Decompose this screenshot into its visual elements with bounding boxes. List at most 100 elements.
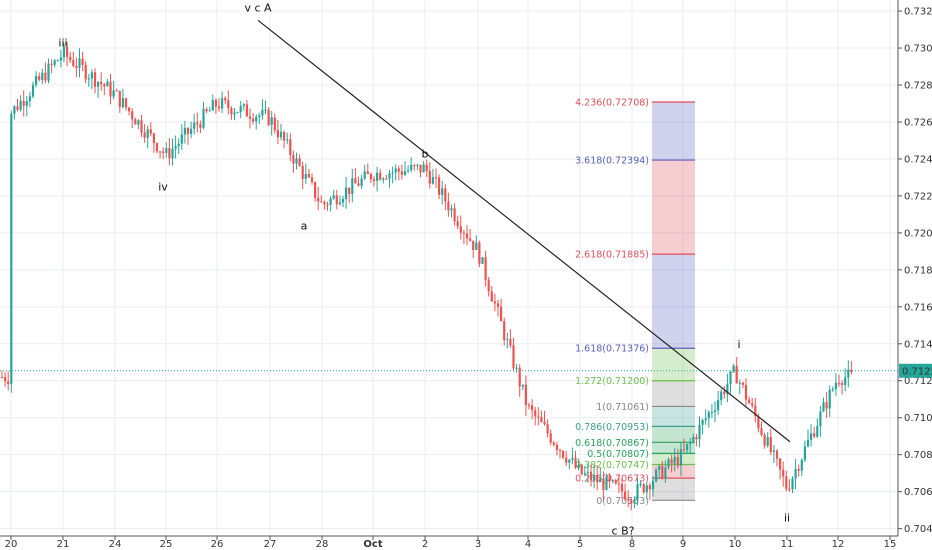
y-tick-label: 0.72600 (904, 117, 932, 128)
candle-body (112, 90, 115, 97)
candle-body (695, 437, 698, 440)
candle-body (97, 82, 100, 87)
candle-body (676, 456, 679, 466)
candle-body (754, 405, 757, 417)
candle-body (376, 172, 379, 182)
candle-body (186, 127, 190, 134)
wave-label: i (737, 338, 740, 351)
candle-body (41, 72, 44, 80)
candle-body (751, 403, 754, 406)
candle-body (741, 382, 744, 385)
candle-body (543, 422, 546, 425)
candle-body (648, 485, 651, 490)
candle-body (729, 371, 732, 385)
fib-level-label: 0.236(0.70673) (575, 474, 649, 485)
candle-body (369, 173, 372, 180)
fib-zone (652, 478, 695, 501)
candle-body (159, 151, 162, 153)
candle-body (794, 469, 797, 479)
candle-body (304, 173, 307, 179)
candle-body (803, 446, 806, 460)
candle-body (205, 109, 208, 112)
candle-body (62, 46, 66, 58)
candle-body (651, 480, 655, 490)
candle-body (620, 484, 624, 492)
candle-body (236, 112, 239, 114)
candle-body (180, 134, 183, 144)
candle-body (636, 484, 639, 500)
candle-body (850, 369, 853, 372)
candle-body (155, 143, 159, 152)
candle-body (31, 84, 35, 97)
candle-body (323, 202, 326, 205)
candle-body (50, 63, 53, 65)
candle-body (227, 100, 230, 109)
candle-body (775, 450, 779, 459)
candle-body (534, 410, 537, 417)
candle-body (583, 472, 586, 475)
candle-body (152, 133, 155, 144)
candle-body (124, 98, 128, 108)
candle-body (270, 117, 273, 125)
candle-body (267, 109, 270, 125)
fib-zone (652, 406, 695, 427)
candle-body (692, 437, 695, 442)
candle-body (397, 168, 400, 172)
candle-body (310, 177, 314, 182)
x-tick-label: 10 (729, 539, 742, 550)
candle-body (66, 46, 69, 57)
candle-body (314, 181, 317, 198)
candle-body (410, 165, 413, 171)
candle-body (295, 158, 298, 164)
candle-body (524, 384, 527, 405)
candle-body (341, 199, 345, 203)
x-tick-label: 15 (884, 539, 897, 550)
fib-zone (652, 380, 695, 407)
candle-body (317, 197, 320, 202)
candle-body (670, 459, 673, 464)
candle-body (679, 449, 682, 466)
candle-body (562, 450, 565, 458)
candle-body (422, 164, 425, 173)
candle-body (202, 109, 205, 128)
fib-zone (652, 453, 695, 465)
candle-body (847, 369, 850, 378)
candle-body (121, 98, 124, 107)
fib-zone (652, 426, 695, 443)
candle-body (425, 164, 428, 171)
x-tick-label: 20 (5, 539, 18, 550)
x-tick-label: Oct (363, 539, 382, 550)
x-tick-label: 21 (57, 539, 70, 550)
candle-body (456, 221, 459, 227)
candle-body (372, 179, 376, 182)
candle-body (28, 96, 31, 102)
candle-body (531, 405, 534, 411)
candle-body (558, 449, 562, 451)
candle-body (208, 110, 211, 112)
y-tick-label: 0.71800 (904, 265, 932, 276)
candle-body (469, 238, 472, 241)
candle-body (472, 240, 475, 250)
candle-body (713, 410, 717, 412)
candle-body (465, 233, 469, 239)
fib-level-label: 1(0.71061) (596, 402, 649, 413)
candle-body (81, 58, 84, 65)
candle-body (19, 100, 22, 110)
wave-label: ii (784, 512, 790, 525)
fib-zone (652, 102, 695, 161)
candle-body (233, 112, 236, 115)
candle-body (599, 478, 602, 483)
candle-body (25, 101, 28, 106)
candle-body (242, 104, 245, 107)
candle-body (438, 177, 441, 195)
candle-body (165, 148, 168, 153)
candle-body (487, 279, 490, 292)
candle-body (90, 72, 93, 79)
candle-body (707, 412, 710, 419)
current-price-label: 0.71254 (902, 366, 932, 377)
candle-body (69, 56, 72, 61)
wave-label: a (301, 219, 308, 232)
candle-body (589, 471, 593, 481)
candle-body (403, 170, 407, 175)
candle-body (193, 122, 196, 129)
